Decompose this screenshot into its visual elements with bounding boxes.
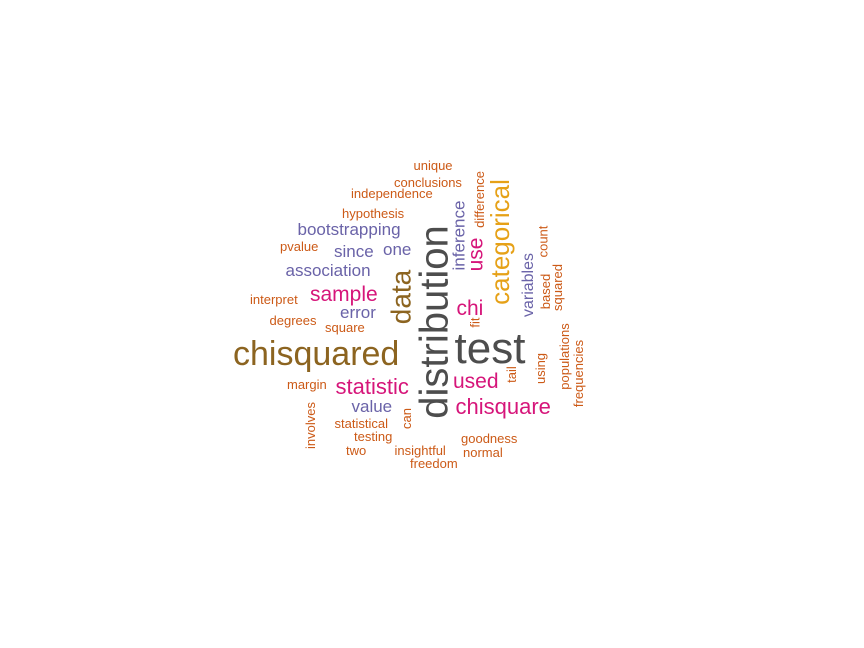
word-testing: testing (354, 428, 393, 444)
word-goodness: goodness (461, 430, 518, 446)
word-used: used (453, 369, 499, 393)
word-error: error (340, 302, 376, 322)
word-categorical: categorical (484, 179, 515, 305)
word-margin: margin (287, 376, 327, 392)
word-conclusions: conclusions (394, 174, 462, 190)
word-chi: chi (456, 296, 484, 320)
word-statistic: statistic (335, 374, 409, 399)
word-difference: difference (471, 170, 487, 228)
word-value: value (351, 396, 393, 416)
word-since: since (334, 241, 374, 261)
word-distribution: distribution (412, 225, 457, 419)
word-statistical: statistical (334, 415, 388, 431)
word-frequencies: frequencies (570, 339, 586, 407)
word-association: association (285, 260, 371, 280)
word-hypothesis: hypothesis (342, 205, 405, 221)
word-inference: inference (449, 200, 469, 270)
word-populations: populations (556, 322, 572, 390)
word-tail: tail (503, 365, 519, 383)
word-pvalue: pvalue (280, 238, 319, 254)
word-data: data (384, 269, 416, 325)
word-chisquared: chisquared (233, 335, 400, 373)
word-normal: normal (463, 444, 503, 460)
word-unique: unique (413, 157, 453, 173)
word-use: use (464, 237, 488, 271)
word-chisquare: chisquare (455, 394, 551, 419)
word-variables: variables (520, 252, 538, 318)
word-freedom: freedom (410, 455, 458, 471)
word-interpret: interpret (250, 291, 298, 307)
word-independence: independence (351, 185, 433, 201)
word-square: square (325, 319, 365, 335)
word-degrees: degrees (269, 312, 317, 328)
word-bootstrapping: bootstrapping (297, 219, 401, 239)
word-sample: sample (310, 282, 378, 306)
word-fit: fit (467, 316, 483, 328)
word-insightful: insightful (394, 442, 446, 458)
word-can: can (398, 407, 414, 429)
word-using: using (532, 352, 548, 384)
word-involves: involves (302, 401, 318, 449)
word-test: test (454, 324, 526, 373)
word-count: count (535, 225, 551, 257)
word-two: two (346, 442, 367, 458)
word-squared: squared (549, 263, 565, 311)
word-one: one (383, 239, 412, 259)
